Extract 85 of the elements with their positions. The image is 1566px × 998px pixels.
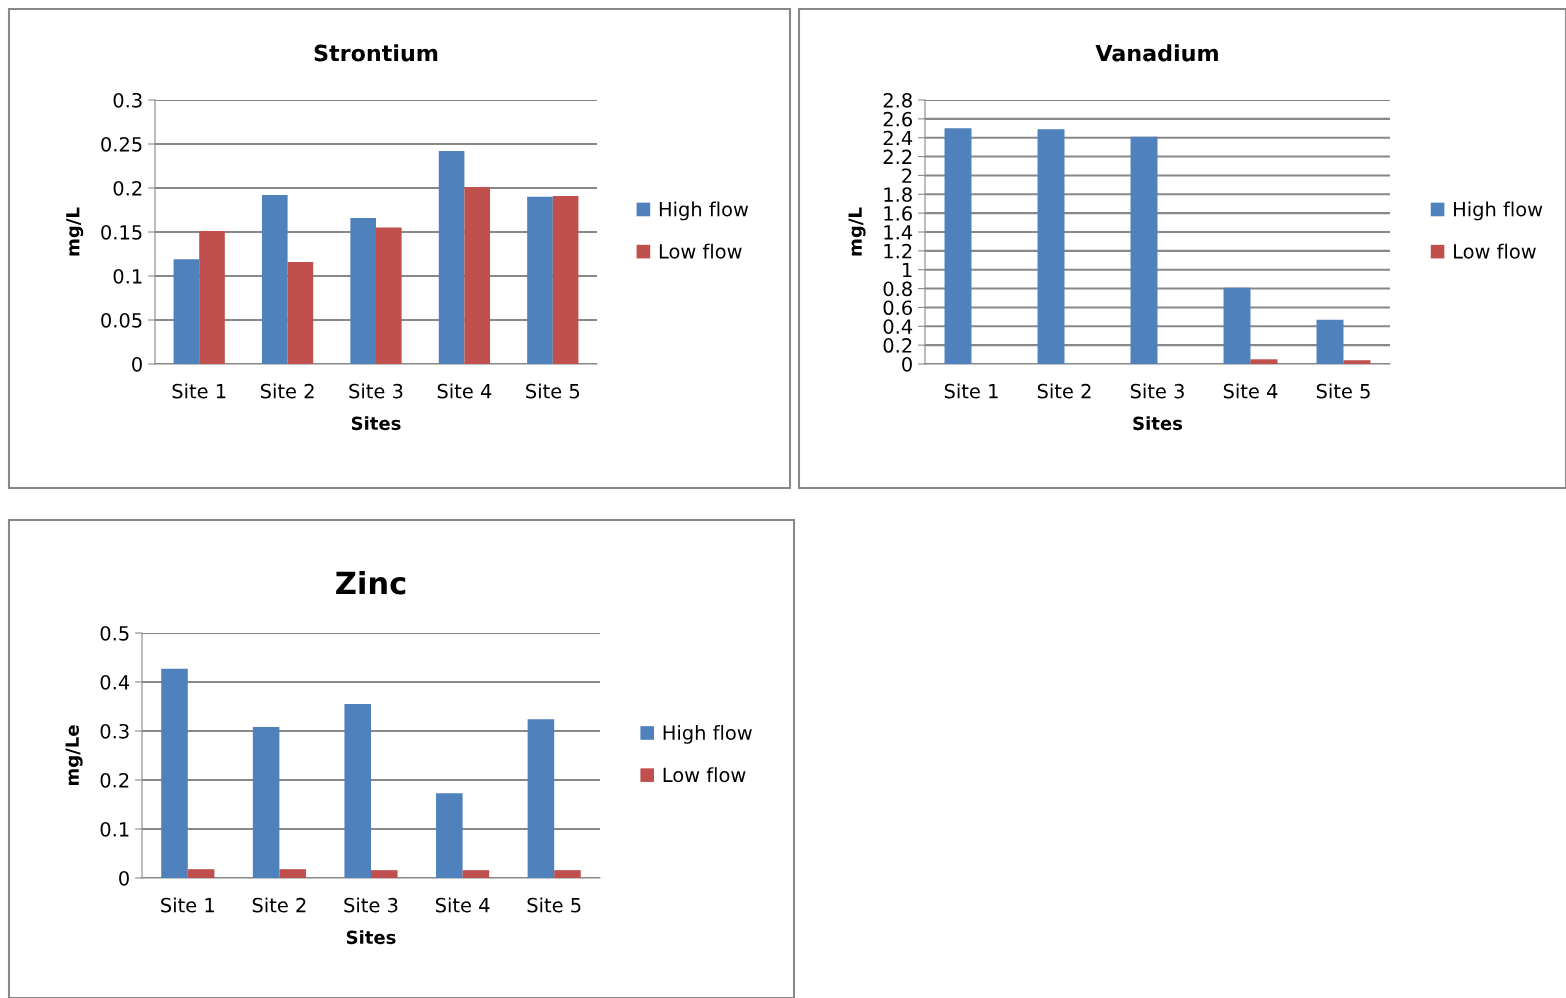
bar: [464, 187, 491, 364]
bar: [161, 668, 188, 878]
y-axis-title: mg/Le: [65, 725, 83, 786]
x-tick-label: Site 4: [1223, 383, 1278, 399]
y-tick-label: 2.8: [883, 92, 912, 108]
bar: [376, 227, 402, 364]
bar: [199, 231, 225, 364]
bar: [527, 719, 555, 878]
bar: [1316, 319, 1344, 364]
x-axis-title: Sites: [346, 930, 396, 945]
y-tick-label: 0.5: [100, 625, 129, 641]
bar: [554, 870, 581, 878]
bar: [1037, 129, 1065, 364]
bar: [261, 195, 288, 364]
bar: [1250, 359, 1278, 364]
y-tick-label: 0.6: [883, 300, 912, 316]
bar: [1343, 360, 1371, 364]
y-tick-label: 0.25: [101, 136, 142, 152]
x-axis-title: Sites: [351, 416, 401, 431]
y-tick-label: 0.15: [101, 224, 142, 240]
y-tick-label: 0.3: [113, 92, 142, 108]
bar: [527, 196, 553, 364]
x-tick-label: Site 3: [349, 383, 403, 399]
y-tick-label: 0: [119, 870, 129, 886]
x-axis-title: Sites: [1133, 416, 1183, 431]
bar: [344, 704, 371, 878]
y-tick-label: 0: [902, 356, 912, 372]
legend-label: High flow: [1454, 201, 1543, 221]
y-tick-label: 0: [132, 356, 142, 372]
y-tick-label: 0.2: [883, 338, 912, 353]
bar: [350, 217, 376, 364]
chart-title: Strontium: [314, 44, 438, 62]
x-tick-label: Site 2: [252, 897, 306, 913]
x-tick-label: Site 3: [344, 897, 398, 913]
x-tick-label: Site 1: [161, 897, 214, 913]
bar: [552, 195, 579, 364]
y-tick-label: 0.2: [113, 180, 142, 196]
y-tick-label: 0.2: [100, 772, 129, 788]
bar: [1223, 287, 1251, 364]
y-tick-label: 0.3: [100, 723, 129, 739]
bar: [252, 727, 280, 878]
bar: [173, 259, 200, 364]
y-tick-label: 0.8: [883, 281, 912, 297]
legend-label: Low flow: [1454, 243, 1536, 259]
y-tick-label: 2: [902, 168, 912, 183]
x-tick-label: Site 4: [437, 383, 492, 399]
legend-label: Low flow: [659, 243, 742, 259]
x-tick-label: Site 5: [1316, 383, 1370, 399]
y-tick-label: 1.8: [884, 187, 912, 202]
bar: [1130, 136, 1158, 364]
x-tick-label: Site 5: [526, 383, 580, 399]
y-tick-label: 2.6: [883, 111, 912, 127]
y-tick-label: 2.4: [883, 130, 913, 146]
bar: [279, 869, 306, 878]
x-tick-label: Site 4: [435, 897, 490, 913]
y-axis-title: mg/L: [66, 207, 84, 256]
legend-label: High flow: [663, 725, 752, 744]
bar: [287, 261, 314, 364]
legend-label: Low flow: [663, 767, 746, 783]
y-tick-label: 0.1: [100, 821, 129, 837]
x-tick-label: Site 5: [527, 897, 581, 913]
y-tick-label: 0.1: [113, 268, 142, 284]
bar: [438, 151, 465, 364]
y-tick-label: 0.4: [100, 674, 130, 690]
x-tick-label: Site 1: [172, 383, 226, 399]
x-tick-label: Site 3: [1130, 383, 1184, 399]
chart-title: Vanadium: [1095, 44, 1218, 62]
y-tick-label: 0.4: [883, 319, 913, 334]
bar: [462, 870, 490, 878]
y-tick-label: 1: [902, 262, 912, 278]
bar: [371, 870, 398, 878]
y-tick-label: 1.2: [884, 243, 912, 259]
bar: [187, 869, 215, 878]
legend-label: High flow: [659, 201, 749, 221]
y-tick-label: 1.6: [884, 206, 912, 221]
chart-title: Zinc: [336, 570, 406, 595]
x-tick-label: Site 2: [1037, 383, 1091, 399]
y-axis-title: mg/L: [848, 207, 866, 256]
y-tick-label: 0.05: [101, 312, 142, 328]
y-tick-label: 2.2: [883, 149, 912, 164]
bar: [436, 793, 463, 878]
bar: [944, 128, 972, 364]
y-tick-label: 1.4: [884, 225, 913, 240]
x-tick-label: Site 2: [260, 383, 314, 399]
x-tick-label: Site 1: [944, 383, 998, 399]
